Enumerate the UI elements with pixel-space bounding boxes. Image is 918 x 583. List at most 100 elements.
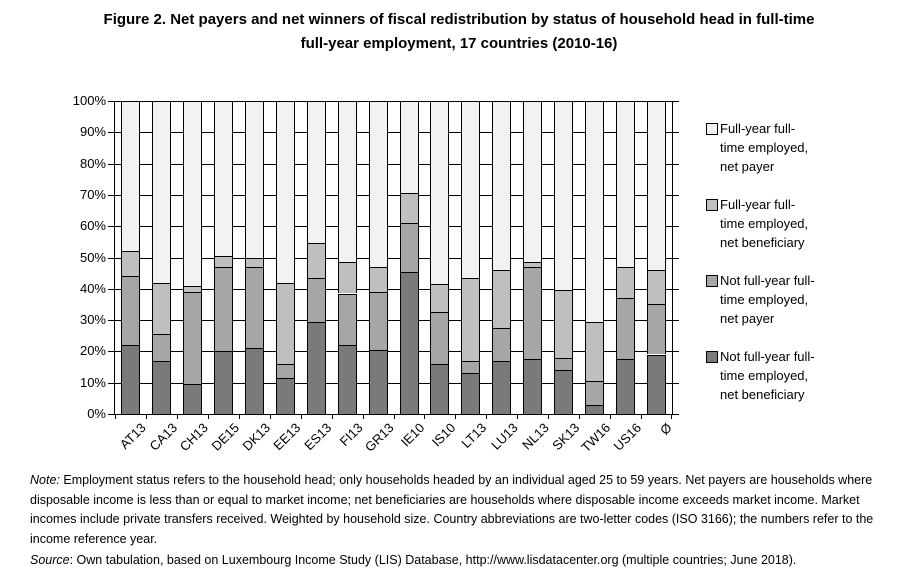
bar-segment xyxy=(306,243,326,278)
figure-title: Figure 2. Net payers and net winners of … xyxy=(0,8,918,56)
x-axis-label: GR13 xyxy=(361,420,397,455)
x-axis-tick xyxy=(394,414,395,419)
gridline xyxy=(115,132,672,133)
bar-segment xyxy=(399,193,419,223)
source-text: : Own tabulation, based on Luxembourg In… xyxy=(69,553,797,567)
x-axis-tick xyxy=(301,414,302,419)
x-axis-label: ES13 xyxy=(301,420,335,454)
x-axis-label: FI13 xyxy=(336,420,366,450)
legend-item: Full-year full- time employed, net benef… xyxy=(706,195,916,252)
y-axis-tick xyxy=(108,195,114,196)
bar-segment xyxy=(306,101,326,244)
bar-segment xyxy=(368,291,388,350)
bar-segment xyxy=(275,282,295,364)
bar-segment xyxy=(430,284,450,313)
y-axis-tick xyxy=(108,132,114,133)
bar-segment xyxy=(523,101,543,263)
legend: Full-year full- time employed, net payer… xyxy=(706,119,916,423)
y-axis: 100% 90% 80% 70% 60% 50% 40% 30% 20% 10% 0% xyxy=(52,93,106,421)
x-axis-tick xyxy=(239,414,240,419)
x-axis-label: AT13 xyxy=(117,420,150,452)
legend-item: Full-year full- time employed, net payer xyxy=(706,119,916,176)
bar-segment xyxy=(399,271,419,414)
gridline xyxy=(115,320,672,321)
x-axis-label: US16 xyxy=(610,420,645,454)
x-axis-tick xyxy=(208,414,209,419)
bar-segment xyxy=(647,101,666,270)
bar-segment xyxy=(585,321,605,382)
x-axis-tick xyxy=(115,414,116,419)
x-axis-tick xyxy=(424,414,425,419)
bar-segment xyxy=(430,312,450,364)
y-axis-tick xyxy=(108,164,114,165)
y-axis-tick xyxy=(673,195,679,196)
y-axis-label: 90% xyxy=(79,124,106,139)
x-axis-tick xyxy=(177,414,178,419)
y-axis-tick xyxy=(673,258,679,259)
bar-segment xyxy=(554,101,574,291)
y-axis-tick xyxy=(108,226,114,227)
figure-title-line2: full-year employment, 17 countries (2010… xyxy=(300,35,618,52)
x-axis-label: NL13 xyxy=(518,420,552,453)
bar-segment xyxy=(182,285,202,292)
bar-segment xyxy=(244,101,264,258)
x-axis-tick xyxy=(332,414,333,419)
bar-segment xyxy=(523,359,543,414)
bar-segment xyxy=(275,378,295,414)
y-axis-tick xyxy=(673,132,679,133)
y-axis-label: 100% xyxy=(72,93,106,108)
gridline xyxy=(115,351,672,352)
bar-segment xyxy=(492,327,512,361)
bar-segment xyxy=(554,370,574,414)
gridline xyxy=(115,258,672,259)
bar-segment xyxy=(368,349,388,414)
legend-swatch-icon xyxy=(706,123,718,135)
bar-segment xyxy=(585,381,605,405)
plot-area xyxy=(108,101,679,419)
y-axis-label: 60% xyxy=(79,218,106,233)
gridline xyxy=(115,289,672,290)
bar-segment xyxy=(461,373,481,414)
y-axis-tick xyxy=(108,289,114,290)
bar-segment xyxy=(616,266,636,299)
bar-segment xyxy=(647,270,666,305)
x-axis-tick xyxy=(548,414,549,419)
bar-segment xyxy=(523,262,543,267)
legend-label: Full-year full- time employed, net payer xyxy=(720,121,809,174)
legend-label: Not full-year full- time employed, net p… xyxy=(720,273,815,326)
bar-segment xyxy=(554,357,574,371)
bar-segment xyxy=(492,101,512,270)
bar-segment xyxy=(121,276,140,346)
gridline xyxy=(115,195,672,196)
y-axis-label: 80% xyxy=(79,156,106,171)
x-axis-tick xyxy=(486,414,487,419)
gridline xyxy=(115,383,672,384)
bar-segment xyxy=(213,255,233,267)
x-axis-label: CA13 xyxy=(146,420,181,454)
bar-segment xyxy=(461,101,481,278)
bar-segment xyxy=(151,360,171,414)
bar-segment xyxy=(554,290,574,358)
bar-segment xyxy=(492,360,512,414)
bar-segment xyxy=(616,359,636,414)
x-axis-label: DK13 xyxy=(239,420,273,454)
x-axis-label: CH13 xyxy=(176,420,212,455)
y-axis-label: 0% xyxy=(87,406,106,421)
bar-segment xyxy=(182,101,202,286)
note-paragraph: Note: Employment status refers to the ho… xyxy=(30,471,896,549)
bar-segment xyxy=(399,223,419,272)
note-text: Employment status refers to the househol… xyxy=(30,473,874,546)
y-axis-label: 50% xyxy=(79,250,106,265)
x-axis-tick xyxy=(610,414,611,419)
y-axis-label: 10% xyxy=(79,375,106,390)
x-axis-label: Ø xyxy=(657,420,676,438)
bar-segment xyxy=(213,351,233,414)
bar-segment xyxy=(337,293,357,346)
y-axis-tick xyxy=(108,258,114,259)
bar-segment xyxy=(492,270,512,328)
bar-segment xyxy=(523,266,543,360)
bar-segment xyxy=(121,251,140,277)
note-label: Note: xyxy=(30,473,60,487)
bar-segment xyxy=(244,257,264,267)
legend-swatch-icon xyxy=(706,351,718,363)
